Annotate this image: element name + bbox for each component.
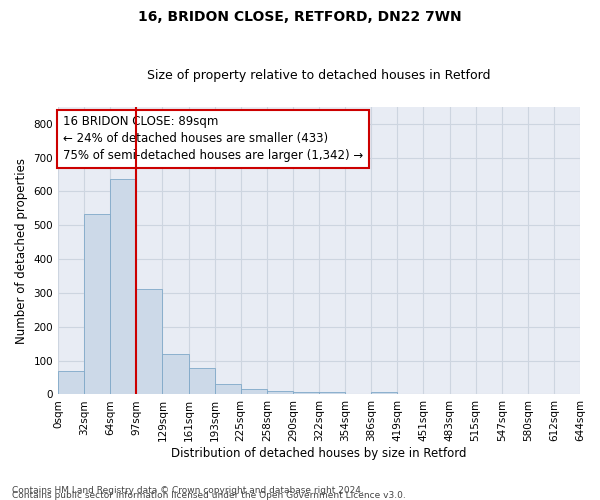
Bar xyxy=(241,390,267,394)
Bar xyxy=(84,214,110,394)
Bar xyxy=(371,392,397,394)
Text: 16 BRIDON CLOSE: 89sqm
← 24% of detached houses are smaller (433)
75% of semi-de: 16 BRIDON CLOSE: 89sqm ← 24% of detached… xyxy=(63,116,364,162)
Text: 16, BRIDON CLOSE, RETFORD, DN22 7WN: 16, BRIDON CLOSE, RETFORD, DN22 7WN xyxy=(138,10,462,24)
Bar xyxy=(136,289,163,395)
Text: Contains HM Land Registry data © Crown copyright and database right 2024.: Contains HM Land Registry data © Crown c… xyxy=(12,486,364,495)
Bar xyxy=(163,354,188,395)
Text: Contains public sector information licensed under the Open Government Licence v3: Contains public sector information licen… xyxy=(12,491,406,500)
Bar xyxy=(215,384,241,394)
Bar xyxy=(188,368,215,394)
Bar xyxy=(110,178,136,394)
Bar xyxy=(293,392,319,394)
X-axis label: Distribution of detached houses by size in Retford: Distribution of detached houses by size … xyxy=(171,447,467,460)
Title: Size of property relative to detached houses in Retford: Size of property relative to detached ho… xyxy=(147,69,491,82)
Bar xyxy=(319,392,345,394)
Bar xyxy=(267,391,293,394)
Bar xyxy=(58,372,84,394)
Y-axis label: Number of detached properties: Number of detached properties xyxy=(15,158,28,344)
